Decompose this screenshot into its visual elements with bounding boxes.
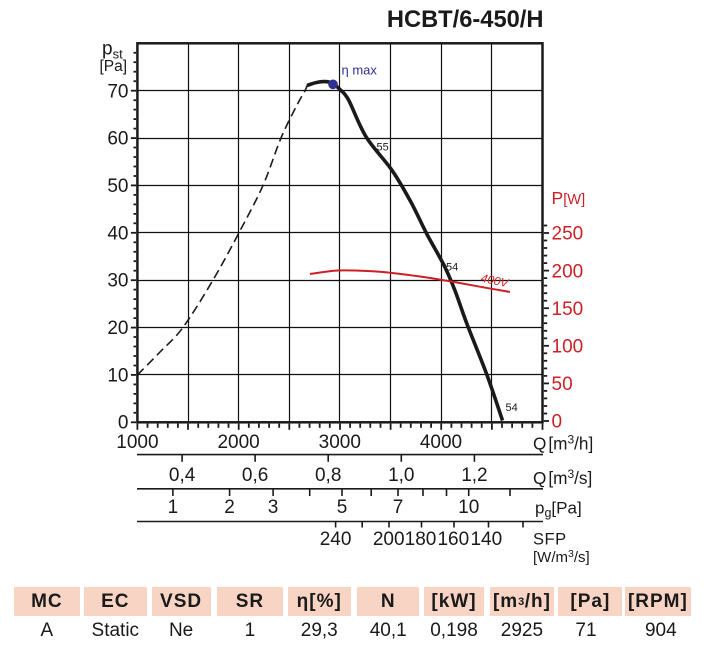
- svg-text:50: 50: [107, 176, 128, 197]
- svg-text:200: 200: [373, 529, 405, 550]
- svg-text:Q[m3/s]: Q [m3/s]: [533, 467, 592, 488]
- svg-text:7: 7: [393, 497, 404, 518]
- svg-text:20: 20: [107, 318, 128, 339]
- svg-text:54: 54: [506, 402, 518, 414]
- svg-text:1000: 1000: [116, 432, 158, 453]
- svg-text:50: 50: [552, 374, 573, 395]
- svg-text:0,6: 0,6: [242, 465, 268, 486]
- svg-text:HCBT/6-450/H: HCBT/6-450/H: [387, 7, 544, 33]
- svg-text:0: 0: [118, 413, 129, 434]
- svg-text:10: 10: [107, 365, 128, 386]
- svg-text:400V: 400V: [480, 271, 511, 291]
- svg-text:100: 100: [552, 337, 584, 358]
- svg-text:4000: 4000: [420, 432, 462, 453]
- svg-text:70: 70: [107, 81, 128, 102]
- svg-text:3000: 3000: [319, 432, 361, 453]
- svg-text:54: 54: [446, 262, 458, 274]
- svg-text:2000: 2000: [217, 432, 259, 453]
- svg-text:240: 240: [320, 529, 352, 550]
- svg-text:0,4: 0,4: [169, 465, 196, 486]
- svg-text:1,0: 1,0: [388, 465, 414, 486]
- svg-text:SFP: SFP: [533, 531, 567, 549]
- svg-text:60: 60: [107, 129, 128, 150]
- svg-text:250: 250: [552, 224, 584, 245]
- svg-text:η max: η max: [342, 63, 378, 78]
- svg-text:0: 0: [552, 412, 563, 433]
- svg-text:1,2: 1,2: [461, 465, 487, 486]
- svg-text:[Pa]: [Pa]: [100, 58, 128, 75]
- svg-text:0,8: 0,8: [315, 465, 341, 486]
- svg-text:[W/m3/s]: [W/m3/s]: [533, 548, 590, 566]
- svg-text:140: 140: [470, 529, 502, 550]
- svg-text:180: 180: [405, 529, 437, 550]
- svg-text:3: 3: [268, 497, 279, 518]
- svg-text:10: 10: [458, 497, 479, 518]
- svg-text:40: 40: [107, 223, 128, 244]
- svg-text:200: 200: [552, 261, 584, 282]
- svg-text:2: 2: [224, 497, 235, 518]
- svg-text:Q[m3/h]: Q [m3/h]: [533, 433, 593, 454]
- svg-text:P[W]: P[W]: [552, 188, 586, 208]
- svg-text:1: 1: [168, 497, 179, 518]
- svg-text:160: 160: [437, 529, 469, 550]
- svg-text:55: 55: [377, 142, 389, 154]
- svg-text:5: 5: [337, 497, 348, 518]
- svg-text:30: 30: [107, 271, 128, 292]
- svg-text:pg[Pa]: pg[Pa]: [535, 499, 582, 521]
- svg-text:150: 150: [552, 299, 584, 320]
